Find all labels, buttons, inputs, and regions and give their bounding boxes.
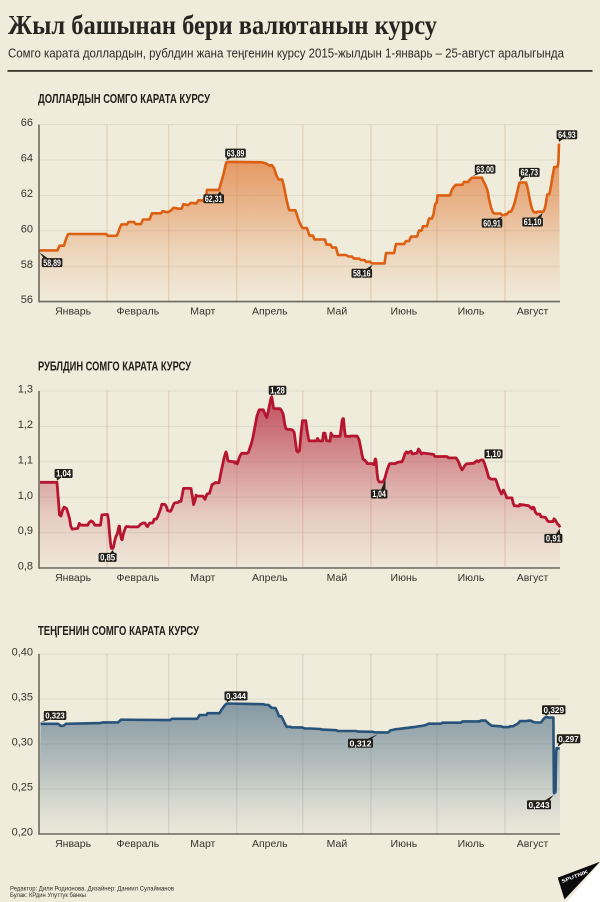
svg-text:62: 62 xyxy=(21,188,33,200)
svg-text:1,3: 1,3 xyxy=(18,384,33,396)
svg-text:Сомго карата доллардын, рублди: Сомго карата доллардын, рублдин жана тең… xyxy=(8,46,565,61)
svg-text:0,323: 0,323 xyxy=(45,711,65,721)
svg-text:ДОЛЛАРДЫН СОМГО КАРАТА КУРСУ: ДОЛЛАРДЫН СОМГО КАРАТА КУРСУ xyxy=(38,92,210,106)
svg-text:Август: Август xyxy=(517,572,549,584)
svg-text:0,9: 0,9 xyxy=(18,525,33,537)
svg-text:0,329: 0,329 xyxy=(544,705,565,715)
svg-text:62,73: 62,73 xyxy=(521,168,539,178)
svg-text:Май: Май xyxy=(327,572,348,584)
svg-text:0,30: 0,30 xyxy=(12,737,33,749)
svg-text:Апрель: Апрель xyxy=(252,572,288,584)
svg-text:Январь: Январь xyxy=(55,572,92,584)
svg-text:1,0: 1,0 xyxy=(18,490,33,502)
svg-text:Редактор: Диля Родионова. Диза: Редактор: Диля Родионова. Дизайнер: Дани… xyxy=(10,885,174,893)
svg-text:Июль: Июль xyxy=(458,838,485,850)
svg-text:РУБЛДИН СОМГО КАРАТА КУРСУ: РУБЛДИН СОМГО КАРАТА КУРСУ xyxy=(38,360,191,374)
svg-text:Июнь: Июнь xyxy=(391,838,418,850)
svg-text:60,91: 60,91 xyxy=(483,218,501,228)
svg-text:Июнь: Июнь xyxy=(391,306,418,318)
svg-text:0,20: 0,20 xyxy=(12,827,33,839)
svg-text:63,89: 63,89 xyxy=(227,148,245,158)
svg-text:Март: Март xyxy=(190,572,215,584)
svg-text:Жыл башынан бери валютанын кур: Жыл башынан бери валютанын курсу xyxy=(8,10,437,40)
svg-text:0,85: 0,85 xyxy=(100,553,115,563)
svg-text:1,04: 1,04 xyxy=(372,489,386,499)
svg-text:64,93: 64,93 xyxy=(558,130,576,140)
svg-text:Июнь: Июнь xyxy=(391,572,418,584)
svg-text:Февраль: Февраль xyxy=(117,306,160,318)
svg-text:Май: Май xyxy=(327,306,348,318)
svg-text:1,2: 1,2 xyxy=(18,419,33,431)
svg-text:Апрель: Апрель xyxy=(252,306,288,318)
svg-text:Март: Март xyxy=(190,838,215,850)
svg-text:0,297: 0,297 xyxy=(558,734,579,744)
svg-text:0,344: 0,344 xyxy=(226,691,246,701)
svg-text:62,31: 62,31 xyxy=(205,194,223,204)
svg-text:Март: Март xyxy=(190,306,215,318)
svg-text:Июль: Июль xyxy=(458,306,485,318)
svg-text:58: 58 xyxy=(21,259,33,271)
svg-text:1,04: 1,04 xyxy=(56,469,71,479)
svg-text:0,243: 0,243 xyxy=(529,800,550,810)
svg-text:Август: Август xyxy=(517,838,549,850)
svg-text:0,35: 0,35 xyxy=(12,692,33,704)
svg-text:0,91: 0,91 xyxy=(546,534,561,544)
svg-text:Январь: Январь xyxy=(55,838,92,850)
svg-text:Апрель: Апрель xyxy=(252,838,288,850)
svg-text:0,40: 0,40 xyxy=(12,647,33,659)
svg-text:1,1: 1,1 xyxy=(18,454,33,466)
svg-text:Январь: Январь xyxy=(55,306,92,318)
svg-text:63,00: 63,00 xyxy=(476,164,494,174)
svg-text:66: 66 xyxy=(21,117,33,129)
svg-text:Август: Август xyxy=(517,306,549,318)
svg-text:0,312: 0,312 xyxy=(350,739,372,749)
svg-text:Февраль: Февраль xyxy=(117,572,160,584)
svg-text:1,10: 1,10 xyxy=(486,449,501,459)
svg-text:60: 60 xyxy=(21,223,33,235)
svg-text:58,16: 58,16 xyxy=(353,269,371,279)
svg-text:0,25: 0,25 xyxy=(12,782,33,794)
svg-text:ТЕҢГЕНИН СОМГО КАРАТА КУРСУ: ТЕҢГЕНИН СОМГО КАРАТА КУРСУ xyxy=(38,624,199,638)
svg-text:Февраль: Февраль xyxy=(117,838,160,850)
svg-text:64: 64 xyxy=(21,153,33,165)
svg-text:1,28: 1,28 xyxy=(270,385,285,395)
svg-text:Июль: Июль xyxy=(458,572,485,584)
svg-text:Булак: КРдин Улуттук банкы: Булак: КРдин Улуттук банкы xyxy=(10,891,86,899)
svg-text:61,10: 61,10 xyxy=(524,217,542,227)
svg-text:0,8: 0,8 xyxy=(18,561,33,573)
svg-text:56: 56 xyxy=(21,294,33,306)
svg-text:58,89: 58,89 xyxy=(43,258,61,268)
svg-text:Май: Май xyxy=(327,838,348,850)
